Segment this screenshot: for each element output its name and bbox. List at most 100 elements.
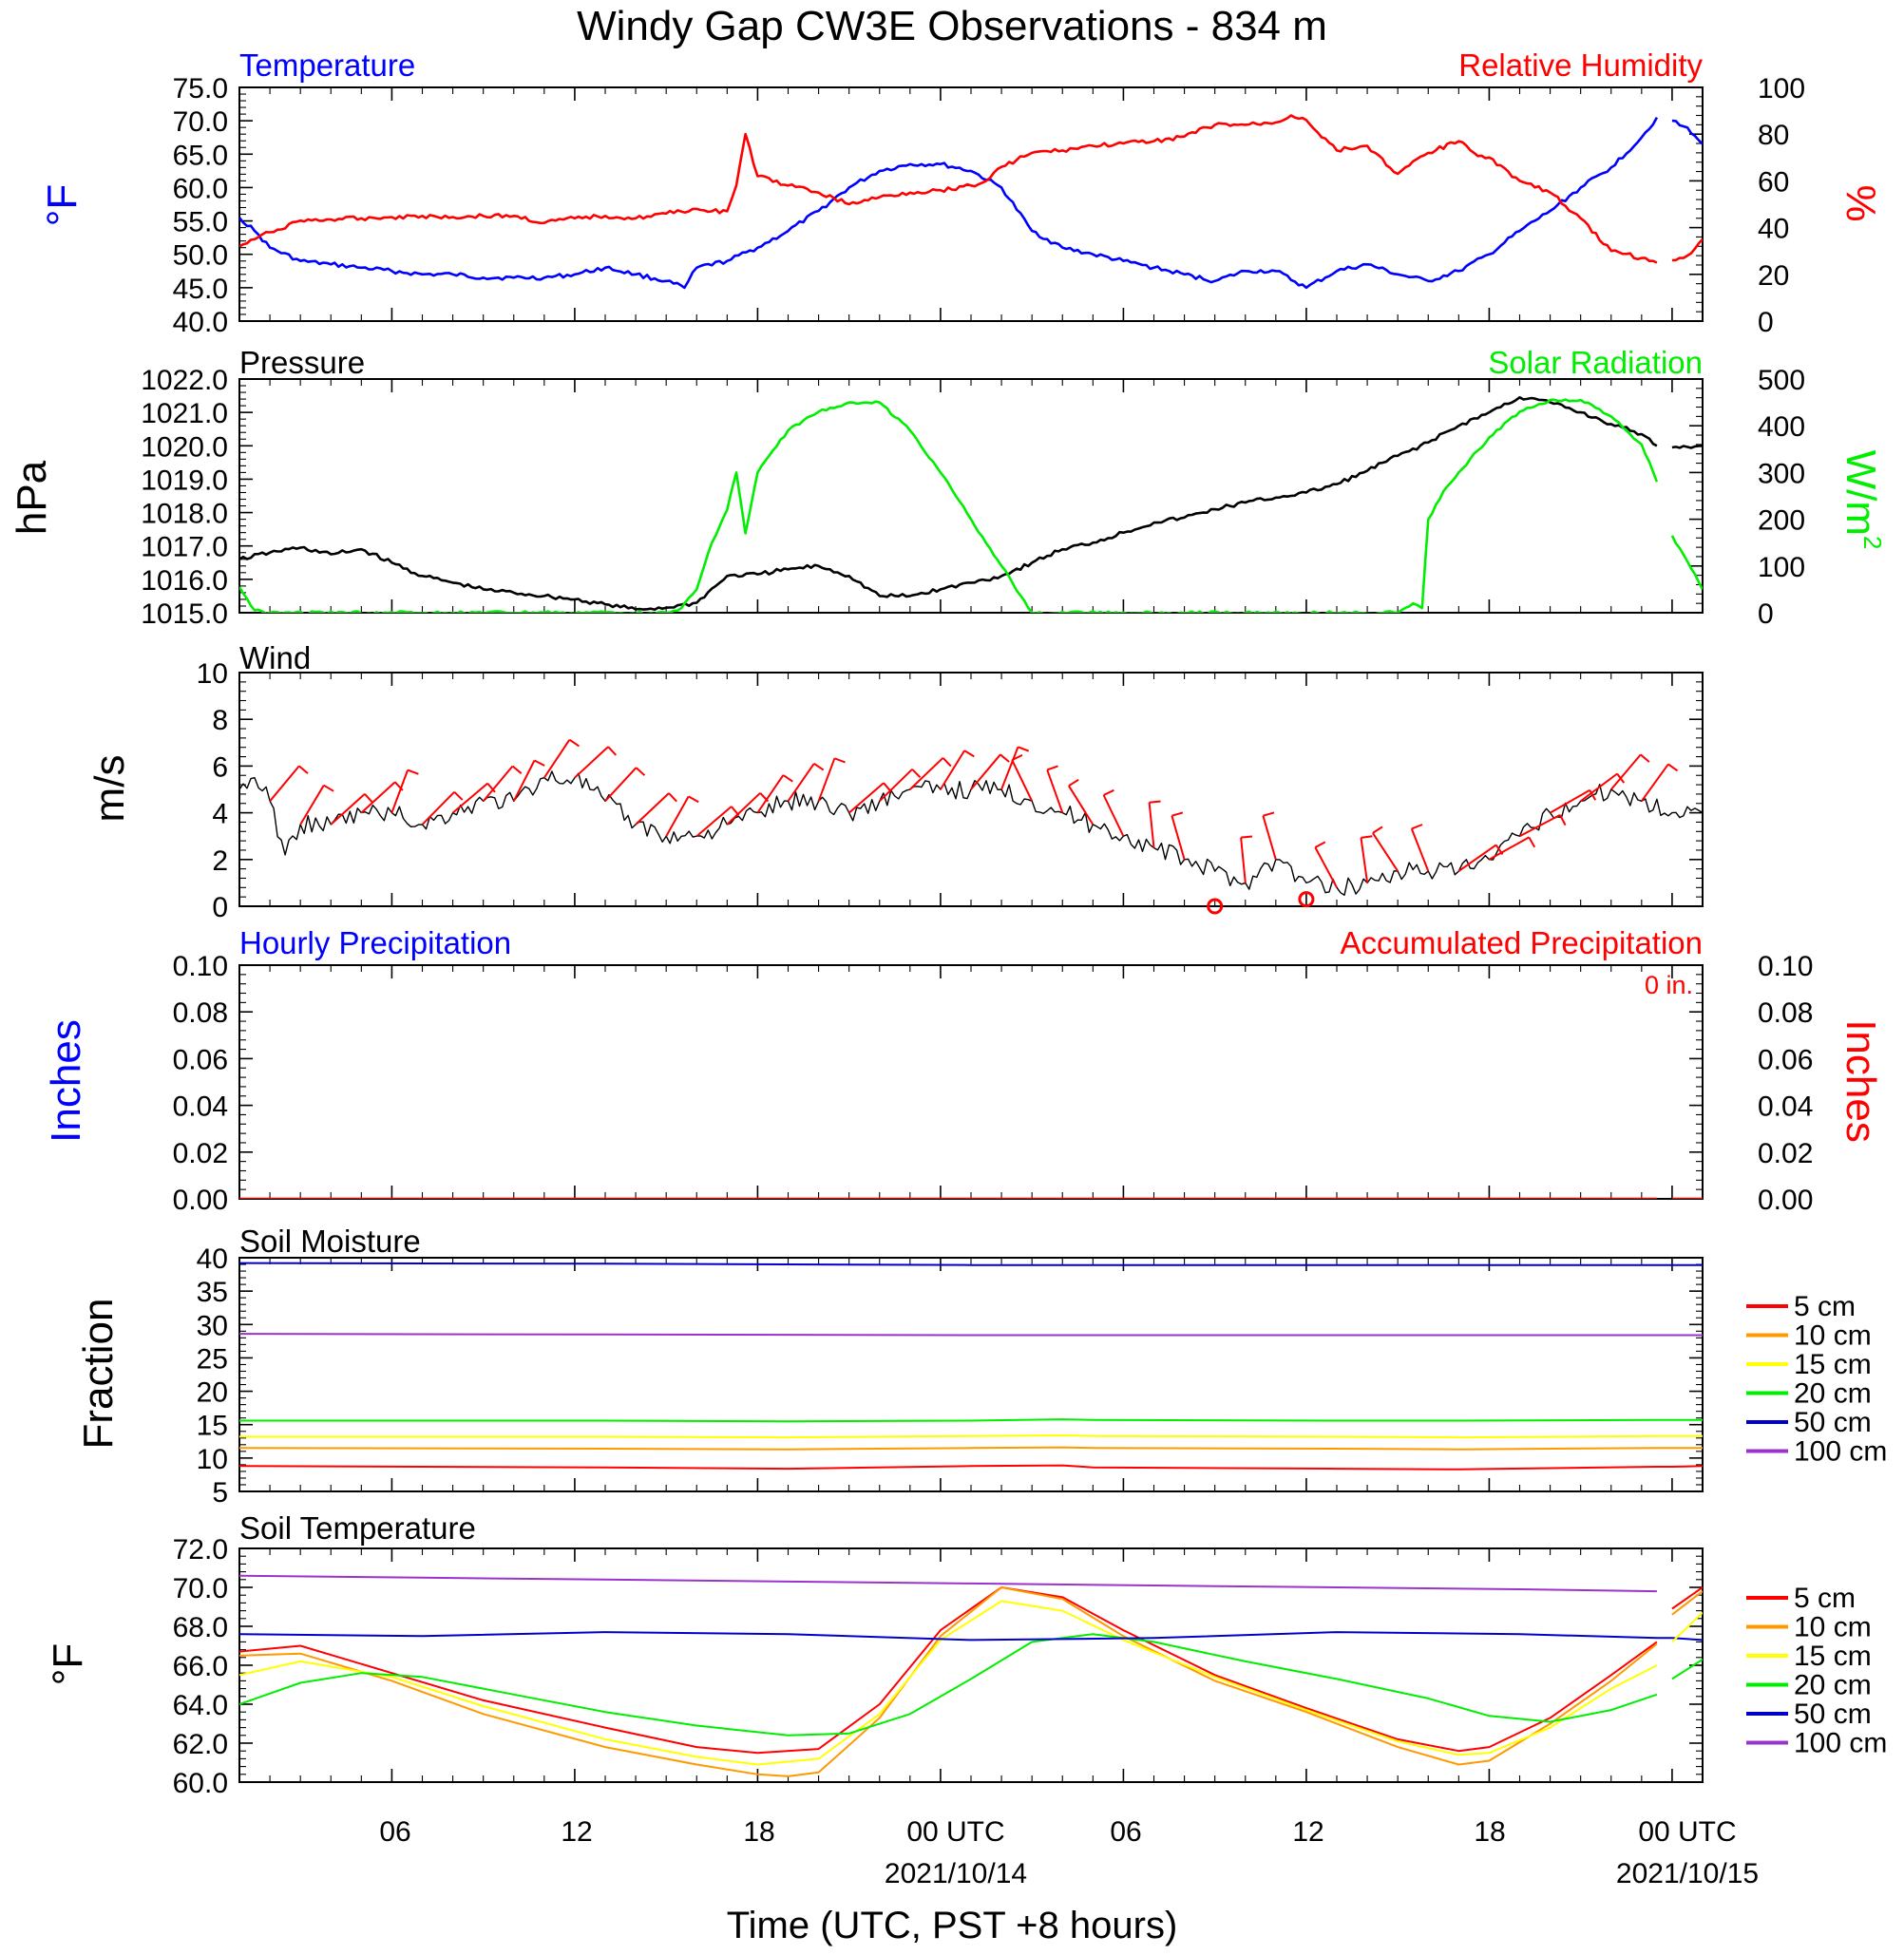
hourly-precip-axis-label: Inches (43, 1019, 89, 1143)
wind-barb-feather (942, 757, 952, 768)
x-tick-label: 06 (1110, 1816, 1141, 1848)
y-tick-label-right: 0 (1758, 307, 1774, 338)
wind-barb (360, 781, 396, 814)
y-tick-label: 62.0 (173, 1729, 228, 1760)
series-line (239, 1574, 1657, 1593)
series-line (239, 1633, 1658, 1737)
y-tick-label: 0.02 (173, 1138, 228, 1169)
wind-barb-feather (1263, 811, 1275, 817)
legend-label: 100 cm (1794, 1436, 1887, 1468)
series-line (239, 398, 1659, 613)
wind-barb-feather (1068, 778, 1079, 788)
series-line (239, 770, 1703, 896)
soil-temperature-title: Soil Temperature (239, 1510, 476, 1546)
y-tick-label-right: 40 (1758, 214, 1789, 245)
x-axis-labels: 06 12 18 00 UTC 06 12 18 00 UTC 2021/10/… (379, 1816, 1759, 1946)
series-line (1671, 238, 1703, 262)
legend-label: 50 cm (1794, 1699, 1872, 1730)
accum-precip-annotation: 0 in. (1645, 971, 1693, 999)
y-tick-label: 70.0 (173, 1573, 228, 1604)
wind-barb-feather (1171, 811, 1184, 817)
y-tick-label: 45.0 (173, 274, 228, 305)
y-tick-label: 1021.0 (141, 398, 228, 429)
y-tick-label-right: 100 (1758, 552, 1805, 583)
wind-barb-feather (1018, 746, 1030, 752)
wind-barb-feather (1667, 763, 1679, 772)
wind-barb (848, 782, 885, 814)
y-tick-label-right: 300 (1758, 458, 1805, 489)
wind-barb (817, 757, 836, 802)
temperature-axis-label: °F (39, 184, 86, 226)
panel-temperature-humidity: Temperature Relative Humidity °F % 75.07… (39, 47, 1884, 338)
wind-barb-feather (1011, 753, 1023, 762)
wind-barb-feather (911, 769, 922, 779)
wind-barb (1240, 837, 1247, 883)
temperature-title: Temperature (239, 47, 415, 83)
y-tick-label-right: 0.08 (1758, 997, 1813, 1029)
pressure-title: Pressure (239, 345, 365, 380)
y-tick-label: 35 (197, 1277, 228, 1308)
date-label: 2021/10/15 (1616, 1858, 1759, 1889)
wind-barb-feather (1372, 826, 1383, 834)
calm-wind-marker (1298, 891, 1315, 908)
series-line (1671, 1590, 1703, 1616)
wind-barb-feather (407, 769, 419, 775)
series-line (239, 1418, 1703, 1423)
wind-barb (299, 785, 325, 826)
y-tick-label: 0 (212, 892, 228, 923)
accum-precip-title: Accumulated Precipitation (1340, 925, 1703, 960)
panel-frame (238, 1257, 1704, 1492)
y-tick-label-right: 0.00 (1758, 1185, 1813, 1216)
solar-axis-label-sup: 2 (1858, 536, 1887, 549)
series-group (239, 738, 1703, 896)
solar-radiation-title: Solar Radiation (1488, 345, 1703, 380)
wind-barb-feather (1528, 836, 1536, 848)
svg-text:W/m2: W/m2 (1837, 450, 1887, 550)
legend-label: 20 cm (1794, 1670, 1872, 1701)
wind-barb (1610, 753, 1642, 790)
series-line (239, 1586, 1658, 1777)
wind-barb (1360, 837, 1369, 883)
wind-barb (1102, 794, 1125, 837)
wind-barb (726, 792, 761, 826)
soil-moisture-title: Soil Moisture (239, 1224, 421, 1259)
y-tick-label: 20 (197, 1377, 228, 1409)
wind-barb (1519, 814, 1561, 838)
wind-barb-feather (813, 762, 825, 771)
wind-barb (695, 806, 733, 837)
y-tick-label: 75.0 (173, 73, 228, 104)
y-tick-label-right: 0 (1758, 598, 1774, 630)
y-tick-label-right: 20 (1758, 260, 1789, 292)
wind-barb-feather (568, 738, 580, 748)
wind-barb (421, 790, 455, 826)
y-tick-label-right: 0.04 (1758, 1091, 1813, 1123)
wind-barb (635, 792, 670, 826)
wind-barb (1262, 815, 1277, 861)
legend-label: 20 cm (1794, 1378, 1872, 1410)
wind-barb-feather (1361, 835, 1373, 839)
accum-precip-axis-label: Inches (1837, 1019, 1884, 1143)
y-tick-label: 55.0 (173, 207, 228, 238)
y-tick-label-right: 0.10 (1758, 951, 1813, 982)
panel-precipitation: Hourly Precipitation Accumulated Precipi… (43, 925, 1884, 1216)
wind-barb (1488, 836, 1530, 861)
y-tick-label-right: 60 (1758, 166, 1789, 198)
series-line (1671, 119, 1703, 145)
wind-barb-feather (782, 774, 793, 783)
wind-barb (604, 767, 638, 802)
series-line (239, 1446, 1703, 1451)
series-line (239, 114, 1658, 264)
wind-barb (543, 739, 571, 779)
panel-frame (238, 86, 1704, 322)
y-tick-label: 72.0 (173, 1534, 228, 1566)
x-tick-label: 12 (1292, 1816, 1323, 1848)
y-tick-label: 64.0 (173, 1690, 228, 1721)
x-tick-label: 00 UTC (906, 1816, 1004, 1848)
wind-barb (330, 793, 366, 826)
wind-barb (1148, 802, 1155, 848)
legend-label: 100 cm (1794, 1728, 1887, 1759)
y-tick-label: 1020.0 (141, 431, 228, 463)
series-group (239, 114, 1703, 290)
wind-barb-feather (1000, 753, 1010, 763)
wind-barb (512, 760, 536, 802)
